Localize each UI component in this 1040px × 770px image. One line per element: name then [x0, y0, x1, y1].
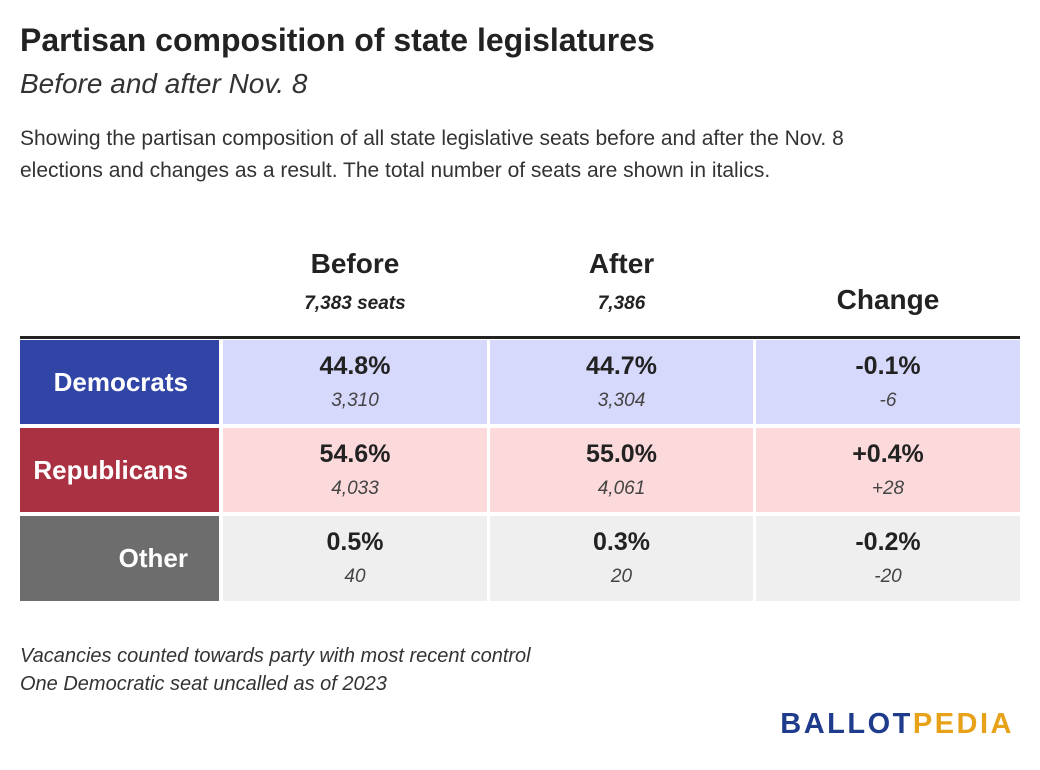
row-label: Other	[20, 516, 219, 601]
row-label: Republicans	[20, 428, 219, 512]
description: elections and changes as a result. The t…	[20, 159, 771, 182]
cell-value: -0.1%	[855, 352, 921, 380]
table-cell: 55.0% 4,061	[490, 428, 753, 512]
title: Partisan composition of state legislatur…	[20, 22, 655, 58]
cell-seats: 3,310	[331, 390, 379, 411]
cell-value: 0.3%	[593, 528, 650, 556]
cell-value: +0.4%	[852, 440, 924, 468]
table-cell: 0.3% 20	[490, 516, 753, 601]
logo: BALLOTPEDIA	[780, 708, 1014, 741]
table-cell: -0.2% -20	[756, 516, 1020, 601]
cell-seats: 20	[610, 566, 633, 587]
logo-text: BALLOT	[780, 708, 913, 740]
table-cell: 44.7% 3,304	[490, 340, 753, 424]
table-cell: 0.5% 40	[223, 516, 487, 601]
cell-seats: 4,033	[331, 478, 379, 499]
column-header: After	[588, 248, 655, 279]
cell-value: 44.7%	[586, 352, 657, 380]
column-header: Before	[310, 248, 400, 279]
cell-value: 0.5%	[326, 528, 384, 556]
logo-text: PEDIA	[912, 708, 1014, 740]
cell-value: 55.0%	[586, 440, 657, 468]
cell-value: -0.2%	[855, 528, 921, 556]
cell-value: 54.6%	[319, 440, 391, 468]
cell-seats: +28	[871, 478, 905, 499]
subtitle: Before and after Nov. 8	[20, 68, 308, 99]
description: Showing the partisan composition of all …	[20, 127, 844, 150]
cell-seats: -20	[874, 566, 902, 587]
column-subheader: 7,383 seats	[304, 293, 406, 314]
cell-seats: 3,304	[597, 390, 646, 411]
cell-seats: 4,061	[597, 478, 646, 499]
row-label: Democrats	[20, 340, 219, 424]
footnote: Vacancies counted towards party with mos…	[20, 645, 531, 667]
header-rule	[20, 336, 1020, 339]
table-cell: 54.6% 4,033	[223, 428, 487, 512]
column-header: Change	[836, 284, 940, 315]
cell-seats: 40	[344, 566, 366, 587]
table-cell: 44.8% 3,310	[223, 340, 487, 424]
column-subheader: 7,386	[597, 293, 646, 314]
footnote: One Democratic seat uncalled as of 2023	[20, 673, 387, 695]
table-cell: +0.4% +28	[756, 428, 1020, 512]
cell-seats: -6	[879, 390, 897, 411]
cell-value: 44.8%	[319, 352, 391, 380]
table-cell: -0.1% -6	[756, 340, 1020, 424]
